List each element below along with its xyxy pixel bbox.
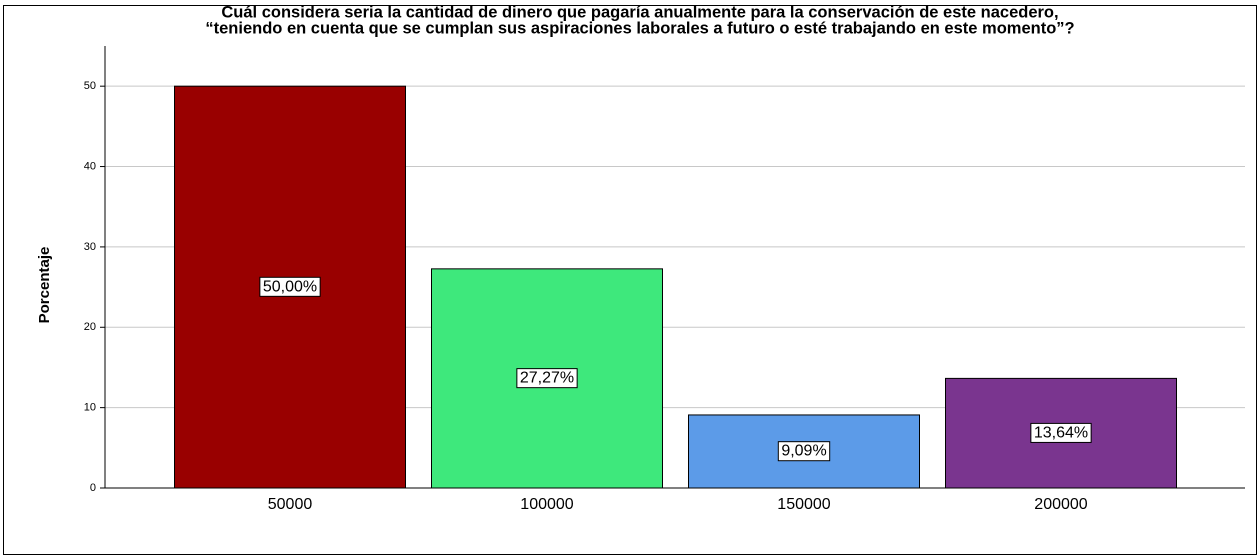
y-tick-label: 10 — [84, 402, 96, 414]
y-tick-label: 20 — [84, 321, 96, 333]
value-label-box — [777, 441, 831, 462]
x-tick-label: 150000 — [777, 496, 830, 513]
value-label: 50,00% — [263, 278, 317, 295]
y-axis-label: Porcentaje — [36, 247, 53, 324]
value-label-box — [516, 368, 578, 389]
y-tick-label: 40 — [84, 160, 96, 172]
value-label-box — [1030, 422, 1092, 443]
y-tick-label: 0 — [90, 482, 96, 494]
x-tick-label: 100000 — [520, 496, 573, 513]
value-label: 13,64% — [1034, 424, 1088, 441]
value-label: 27,27% — [520, 370, 574, 387]
chart-title: Cuál considera seria la cantidad de dine… — [221, 3, 1058, 21]
y-tick-label: 50 — [84, 80, 96, 92]
value-label: 9,09% — [781, 443, 826, 460]
x-tick-label: 200000 — [1034, 496, 1087, 513]
y-tick-label: 30 — [84, 241, 96, 253]
value-label-box — [259, 276, 321, 297]
x-tick-label: 50000 — [268, 496, 313, 513]
chart-subtitle: “teniendo en cuenta que se cumplan sus a… — [205, 19, 1074, 37]
